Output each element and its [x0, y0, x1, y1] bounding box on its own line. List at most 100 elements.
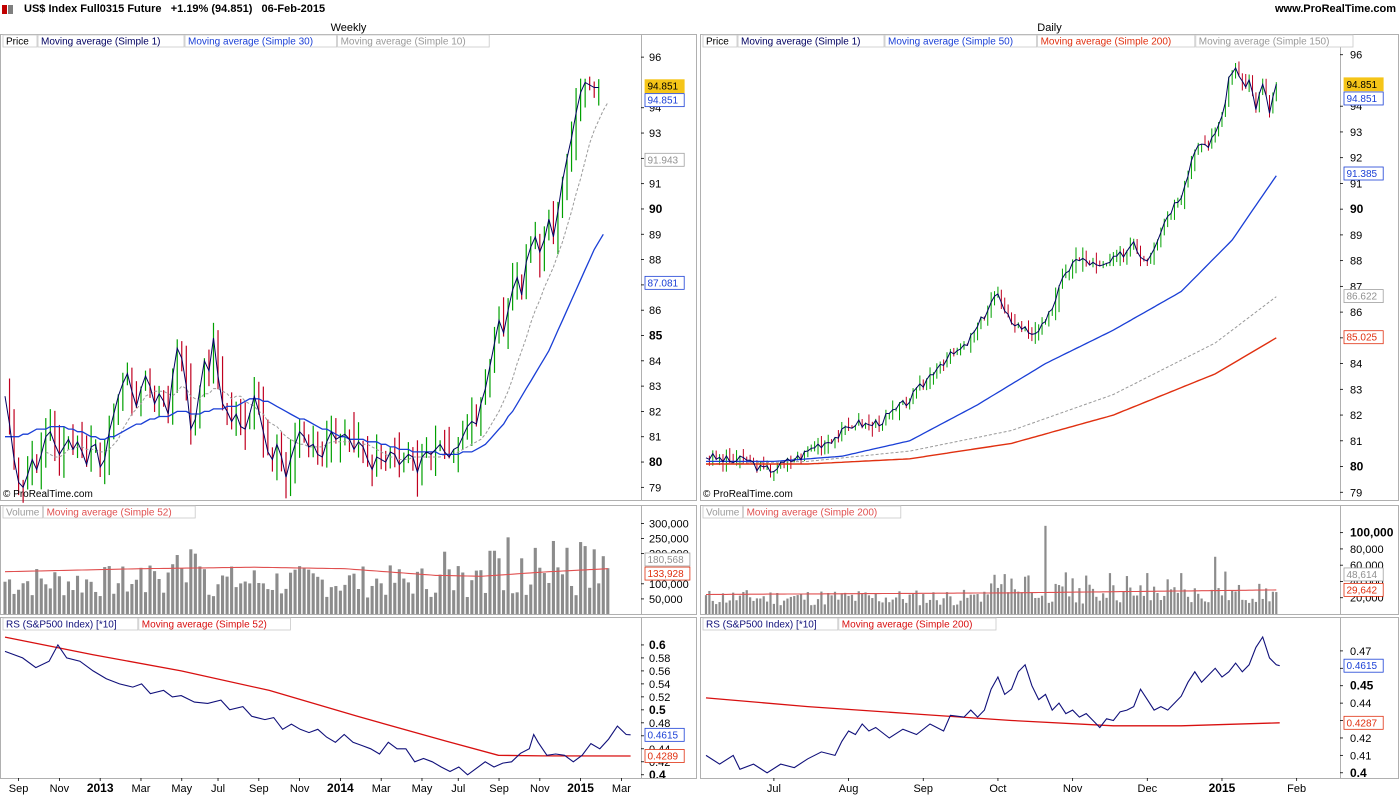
- weekly-price-axis-tick-label: 90: [649, 202, 663, 216]
- volume-bar: [1268, 601, 1271, 614]
- volume-bar: [162, 592, 166, 614]
- daily-volume-axis-tick-label: 100,000: [1350, 526, 1394, 540]
- volume-bar: [1044, 525, 1047, 614]
- daily-price-axis-tick-label: 91: [1350, 178, 1362, 190]
- ma-simple-10-line: [45, 102, 609, 460]
- volume-bar: [361, 566, 365, 614]
- volume-bar: [857, 591, 860, 614]
- volume-bar: [732, 592, 735, 614]
- volume-bar: [434, 592, 438, 614]
- volume-bar: [983, 591, 986, 614]
- weekly-price-last-value-box: [644, 93, 685, 108]
- volume-bar: [465, 597, 469, 614]
- legend-item: RS (S&P500 Index) [*10]: [6, 620, 117, 631]
- weekly-price-axis-tick-label: 82: [649, 406, 661, 418]
- daily-price-last-value-box: [1343, 91, 1384, 106]
- volume-bar: [298, 566, 302, 614]
- volume-bar: [1197, 593, 1200, 614]
- volume-bar: [112, 593, 116, 614]
- volume-bar: [1119, 602, 1122, 614]
- volume-bar: [1132, 595, 1135, 614]
- volume-bar: [12, 593, 16, 614]
- volume-bar: [755, 598, 759, 614]
- volume-bar: [878, 601, 881, 614]
- volume-bar: [429, 596, 433, 614]
- volume-bar: [216, 584, 220, 614]
- weekly-x-tick-label: Mar: [131, 783, 150, 795]
- weekly-timeframe-title: Weekly: [331, 22, 367, 34]
- volume-bar: [1149, 600, 1152, 614]
- weekly-x-tick-label: Jul: [451, 783, 465, 795]
- weekly-rs-axis-tick-label: 0.56: [649, 666, 670, 678]
- volume-bar: [352, 573, 356, 614]
- volume-bar: [443, 551, 447, 614]
- volume-bar: [248, 583, 252, 614]
- volume-bar: [1159, 600, 1162, 614]
- weekly-x-tick-label: Nov: [50, 783, 70, 795]
- weekly-x-tick-label: Sep: [9, 783, 29, 795]
- volume-bar: [1017, 591, 1020, 614]
- volume-bar: [871, 598, 874, 614]
- volume-bar: [103, 567, 107, 614]
- daily-price-legend: Price Moving average (Simple 1) Moving ave…: [702, 34, 1354, 48]
- volume-bar: [143, 592, 148, 614]
- volume-bar: [1023, 576, 1027, 614]
- volume-bar: [864, 592, 867, 614]
- volume-bar: [986, 594, 989, 614]
- volume-bar: [30, 595, 34, 614]
- volume-bar: [366, 597, 370, 614]
- volume-bar: [1074, 602, 1078, 614]
- volume-bar: [356, 589, 361, 614]
- legend-box: [2, 617, 139, 631]
- volume-bar: [456, 566, 460, 614]
- weekly-x-tick-label: Sep: [489, 783, 509, 795]
- volume-bar: [592, 549, 596, 614]
- legend-item: Moving average (Simple 1): [741, 37, 861, 48]
- volume-bar: [816, 599, 820, 614]
- legend-item: Moving average (Simple 30): [188, 37, 313, 48]
- volume-bar: [343, 584, 347, 614]
- legend-item: Moving average (Simple 150): [1199, 37, 1330, 48]
- daily-rs-legend: RS (S&P500 Index) [*10] Moving average (S…: [702, 617, 997, 631]
- weekly-price-legend: Price Moving average (Simple 1) Moving ave…: [2, 34, 490, 48]
- volume-bar: [782, 600, 786, 614]
- site-link[interactable]: www.ProRealTime.com: [1274, 3, 1396, 15]
- volume-bar: [945, 592, 949, 614]
- legend-box: [2, 34, 38, 48]
- weekly-x-tick-label: Mar: [612, 783, 631, 795]
- daily-volume-last-value: 48,614: [1347, 570, 1378, 581]
- volume-bar: [515, 592, 519, 614]
- legend-item: Moving average (Simple 52): [47, 508, 172, 519]
- daily-price-bars: [708, 61, 1277, 482]
- volume-bar: [1108, 573, 1112, 614]
- daily-price-last-value: 85.025: [1347, 333, 1378, 344]
- daily-price-axis-tick-label: 90: [1350, 202, 1364, 216]
- volume-bar: [949, 596, 952, 614]
- volume-bar: [1071, 578, 1074, 614]
- volume-bar: [402, 578, 406, 614]
- volume-bar: [847, 595, 850, 614]
- volume-bar: [579, 542, 583, 614]
- volume-bar: [153, 571, 157, 614]
- volume-bar: [1176, 592, 1179, 614]
- weekly-volume-axis-tick-label: 50,000: [649, 594, 683, 606]
- volume-bar: [1078, 588, 1081, 614]
- volume-bar: [1251, 598, 1254, 614]
- volume-bar: [1163, 595, 1166, 614]
- volume-bar: [261, 583, 265, 614]
- volume-bar: [529, 584, 533, 614]
- volume-bar: [915, 590, 918, 614]
- legend-box: [737, 34, 885, 48]
- volume-bar: [329, 587, 333, 614]
- volume-bar: [932, 592, 935, 614]
- volume-bar: [759, 598, 762, 614]
- volume-bar: [1234, 591, 1237, 614]
- weekly-price-axis-tick-label: 93: [649, 128, 661, 140]
- weekly-volume-axis-tick-label: 250,000: [649, 534, 689, 546]
- volume-bar: [884, 597, 888, 614]
- volume-bar: [279, 593, 284, 614]
- volume-bar: [1210, 589, 1213, 614]
- volume-bar: [393, 582, 397, 614]
- volume-bar: [810, 605, 813, 614]
- ma-simple-1-line: [705, 66, 1277, 473]
